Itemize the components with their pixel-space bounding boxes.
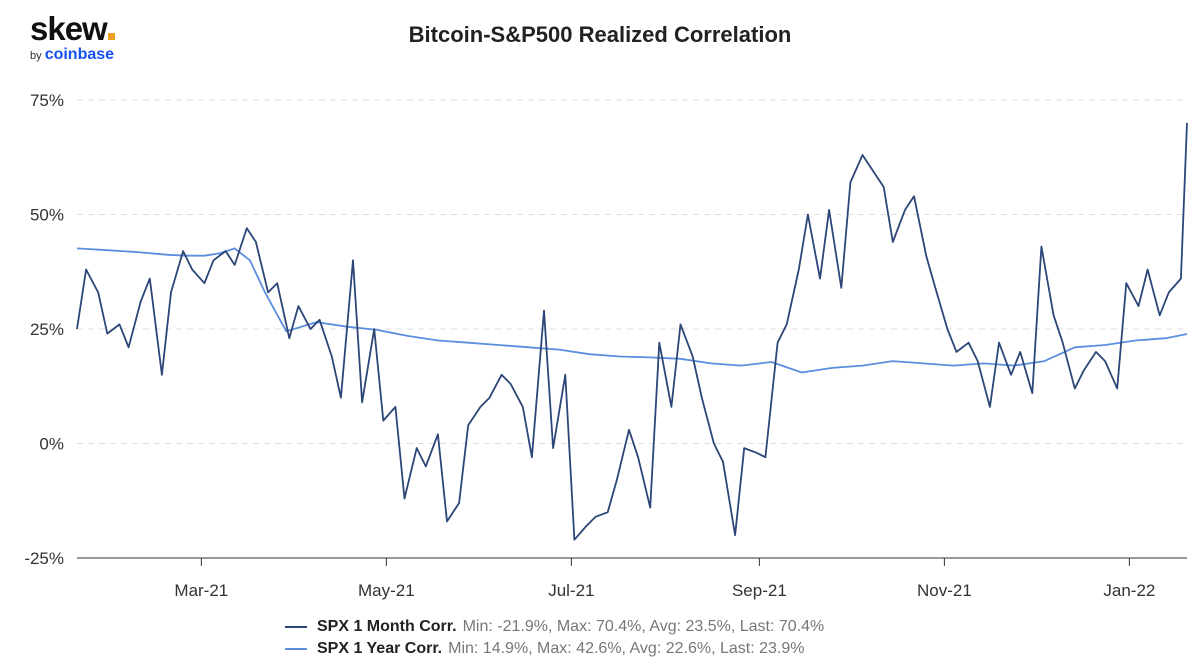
series-line-1-month [76,122,1188,541]
y-tick-label: 25% [30,320,64,339]
x-tick-label: Mar-21 [174,581,228,600]
x-tick-label: May-21 [358,581,415,600]
chart-legend: SPX 1 Month Corr. Min: -21.9%, Max: 70.4… [285,616,824,660]
legend-swatch-1y [285,648,307,650]
x-tick-label: Sep-21 [732,581,787,600]
legend-item-1m[interactable]: SPX 1 Month Corr. Min: -21.9%, Max: 70.4… [285,616,824,638]
legend-item-1y[interactable]: SPX 1 Year Corr. Min: 14.9%, Max: 42.6%,… [285,638,824,660]
skew-logo: skew by coinbase [30,12,115,64]
legend-series-name: SPX 1 Month Corr. [317,618,457,635]
logo-brand: skew [30,12,115,45]
y-tick-label: -25% [24,549,64,568]
chart-title: Bitcoin-S&P500 Realized Correlation [408,22,792,47]
legend-swatch-1m [285,626,307,628]
y-tick-label: 50% [30,206,64,225]
logo-dot [107,33,115,40]
x-tick-label: Jul-21 [548,581,594,600]
series-line-1-year [76,247,1188,374]
y-tick-label: 0% [39,435,64,454]
logo-byline: by coinbase [30,46,115,63]
legend-series-stats: Min: 14.9%, Max: 42.6%, Avg: 22.6%, Last… [448,640,805,657]
x-tick-label: Jan-22 [1103,581,1155,600]
x-tick-label: Nov-21 [917,581,972,600]
legend-series-name: SPX 1 Year Corr. [317,640,443,657]
y-tick-label: 75% [30,91,64,110]
legend-series-stats: Min: -21.9%, Max: 70.4%, Avg: 23.5%, Las… [462,618,825,635]
